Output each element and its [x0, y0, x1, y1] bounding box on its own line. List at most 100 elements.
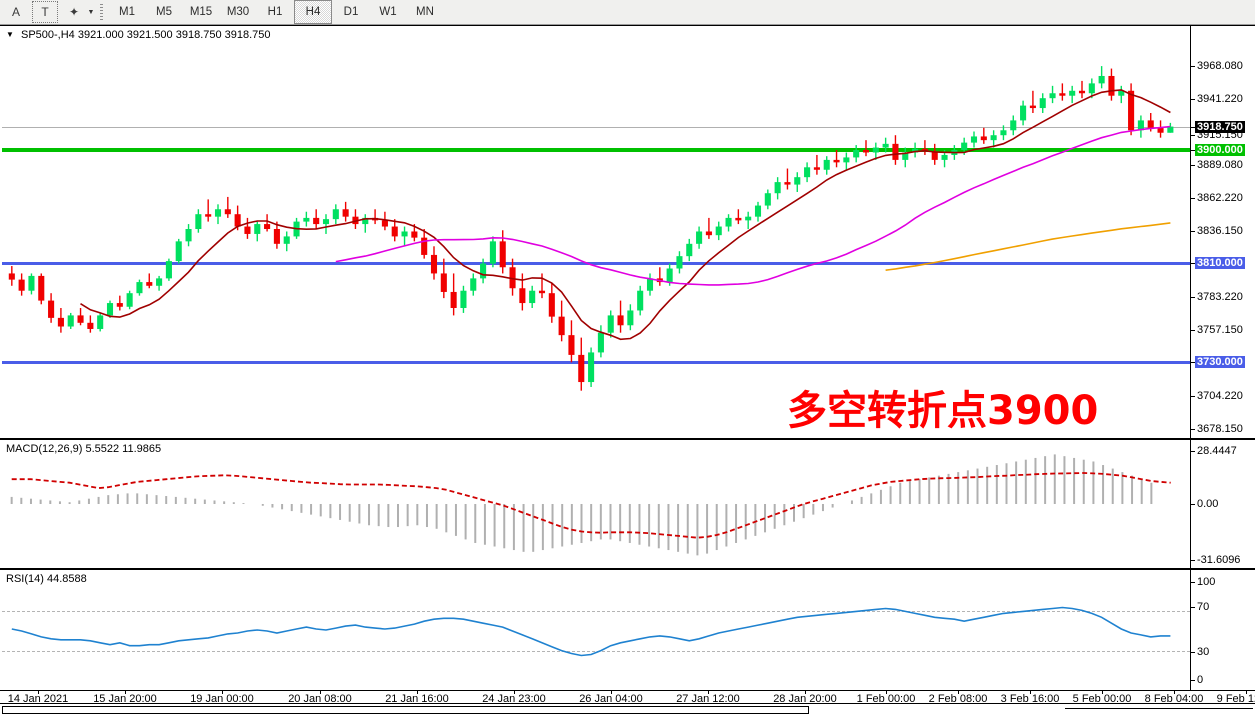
time-tick [958, 691, 959, 694]
price-axis-label: 3783.220 [1197, 291, 1243, 303]
timeframe-d1[interactable]: D1 [343, 6, 359, 18]
price-chart-pane[interactable]: ▼ SP500-,H4 3921.000 3921.500 3918.750 3… [0, 25, 1255, 462]
rsi-axis[interactable]: 100 70 30 0 [1190, 570, 1255, 690]
price-axis-tick [1191, 396, 1195, 397]
rsi-axis-tick [1191, 607, 1195, 608]
time-tick [708, 691, 709, 694]
timeframe-h1[interactable]: H1 [267, 6, 283, 18]
price-axis-tick [1191, 165, 1195, 166]
timeframe-m30[interactable]: M30 [226, 6, 250, 18]
time-axis-label: 3 Feb 16:00 [1000, 693, 1060, 705]
price-axis-label: 3678.150 [1197, 423, 1243, 435]
time-tick [222, 691, 223, 694]
time-axis-label: 14 Jan 2021 [7, 693, 69, 705]
time-axis-label: 1 Feb 00:00 [856, 693, 916, 705]
rsi-axis-label: 0 [1197, 674, 1204, 686]
price-axis-label: 3889.080 [1197, 159, 1243, 171]
price-axis-label: 3862.220 [1197, 192, 1243, 204]
timeframe-mn[interactable]: MN [416, 6, 434, 18]
timeframe-group: M1 M5 M15 M30 H1 H4 D1 W1 MN [109, 0, 444, 24]
price-axis-label: 3941.220 [1197, 93, 1243, 105]
price-axis-tick [1191, 127, 1195, 128]
price-axis-label: 3730.000 [1195, 356, 1245, 368]
timeframe-h4[interactable]: H4 [294, 0, 332, 24]
timeframe-m15[interactable]: M15 [189, 6, 213, 18]
price-axis-tick [1191, 330, 1195, 331]
price-axis-label: 3900.000 [1195, 144, 1245, 156]
chevron-down-icon[interactable]: ▼ [87, 8, 95, 16]
rsi-axis-tick [1191, 652, 1195, 653]
time-axis-label: 21 Jan 16:00 [385, 693, 449, 705]
price-axis-tick [1191, 231, 1195, 232]
rsi-pane[interactable]: RSI(14) 44.8588 100 70 30 0 [0, 569, 1255, 691]
chart-annotation[interactable]: 多空转折点3900 [787, 388, 1099, 434]
macd-axis-tick [1191, 504, 1195, 505]
scrollbar-track-right[interactable] [1065, 708, 1253, 709]
rsi-line [11, 606, 1171, 657]
time-axis-label: 9 Feb 12:00 [1216, 693, 1255, 705]
rsi-band-30 [2, 650, 1190, 652]
macd-axis-label: 0.00 [1197, 498, 1219, 510]
macd-plot-area[interactable] [2, 440, 1190, 568]
price-pane-header: ▼ SP500-,H4 3921.000 3921.500 3918.750 3… [6, 29, 271, 41]
ma-fast [80, 89, 1171, 341]
time-tick [611, 691, 612, 694]
time-tick [1246, 691, 1247, 694]
text-tool-icon[interactable]: A [11, 5, 20, 19]
shapes-tool-icon[interactable]: ✦ [68, 5, 80, 19]
toolbar-grip[interactable] [100, 4, 103, 20]
macd-axis[interactable]: 28.4447 0.00 -31.6096 [1190, 440, 1255, 568]
level-line-3730-000[interactable] [2, 361, 1190, 364]
rsi-band-70 [2, 611, 1190, 613]
time-tick [38, 691, 39, 694]
time-tick [1102, 691, 1103, 694]
rsi-series [11, 606, 1171, 657]
price-axis-label: 3918.750 [1195, 121, 1245, 133]
price-axis-label: 3810.000 [1195, 257, 1245, 269]
time-tick [125, 691, 126, 694]
timeframe-m5[interactable]: M5 [156, 6, 172, 18]
macd-axis-label: 28.4447 [1197, 445, 1237, 457]
label-tool-icon[interactable]: T [32, 1, 58, 23]
horizontal-scrollbar[interactable] [0, 703, 1255, 714]
time-axis-label: 27 Jan 12:00 [676, 693, 740, 705]
macd-header: MACD(12,26,9) 5.5522 11.9865 [6, 443, 162, 455]
time-axis-label: 26 Jan 04:00 [579, 693, 643, 705]
collapse-triangle-icon[interactable]: ▼ [6, 30, 14, 39]
time-tick [1030, 691, 1031, 694]
price-axis-tick [1191, 150, 1195, 151]
macd-signal-line [11, 472, 1171, 539]
rsi-axis-label: 30 [1197, 646, 1210, 658]
level-line-3810-000[interactable] [2, 262, 1190, 265]
level-line-3918-750[interactable] [2, 127, 1190, 128]
timeframe-m1[interactable]: M1 [119, 6, 135, 18]
price-axis-label: 3757.150 [1197, 324, 1243, 336]
rsi-axis-tick [1191, 582, 1195, 583]
time-axis-label: 2 Feb 08:00 [928, 693, 988, 705]
price-plot-area[interactable]: 多空转折点3900 [2, 26, 1190, 438]
price-axis-tick [1191, 362, 1195, 363]
price-axis-label: 3704.220 [1197, 390, 1243, 402]
time-tick [886, 691, 887, 694]
level-line-3900-000[interactable] [2, 148, 1190, 152]
price-axis-label: 3968.080 [1197, 60, 1243, 72]
macd-axis-tick [1191, 451, 1195, 452]
price-axis-tick [1191, 297, 1195, 298]
time-axis-label: 28 Jan 20:00 [773, 693, 837, 705]
toolbar: A T ✦ ▼ M1 M5 M15 M30 H1 H4 D1 W1 MN [0, 0, 1255, 25]
price-pane-header-text: SP500-,H4 3921.000 3921.500 3918.750 391… [20, 29, 271, 41]
time-axis-label: 24 Jan 23:00 [482, 693, 546, 705]
rsi-plot-area[interactable] [2, 570, 1190, 690]
rsi-axis-tick [1191, 680, 1195, 681]
price-axis-tick [1191, 429, 1195, 430]
timeframe-w1[interactable]: W1 [379, 6, 397, 18]
rsi-header: RSI(14) 44.8588 [6, 573, 87, 585]
macd-pane[interactable]: MACD(12,26,9) 5.5522 11.9865 28.4447 0.00… [0, 439, 1255, 569]
price-axis-label: 3836.150 [1197, 225, 1243, 237]
time-axis-label: 19 Jan 00:00 [190, 693, 254, 705]
ma-mid [335, 125, 1171, 286]
ma-slow [885, 222, 1171, 271]
candlestick-series [8, 66, 1174, 391]
time-tick [805, 691, 806, 694]
price-axis[interactable]: 3968.080 3941.220 3915.150 3918.750 3900.000… [1190, 26, 1255, 462]
